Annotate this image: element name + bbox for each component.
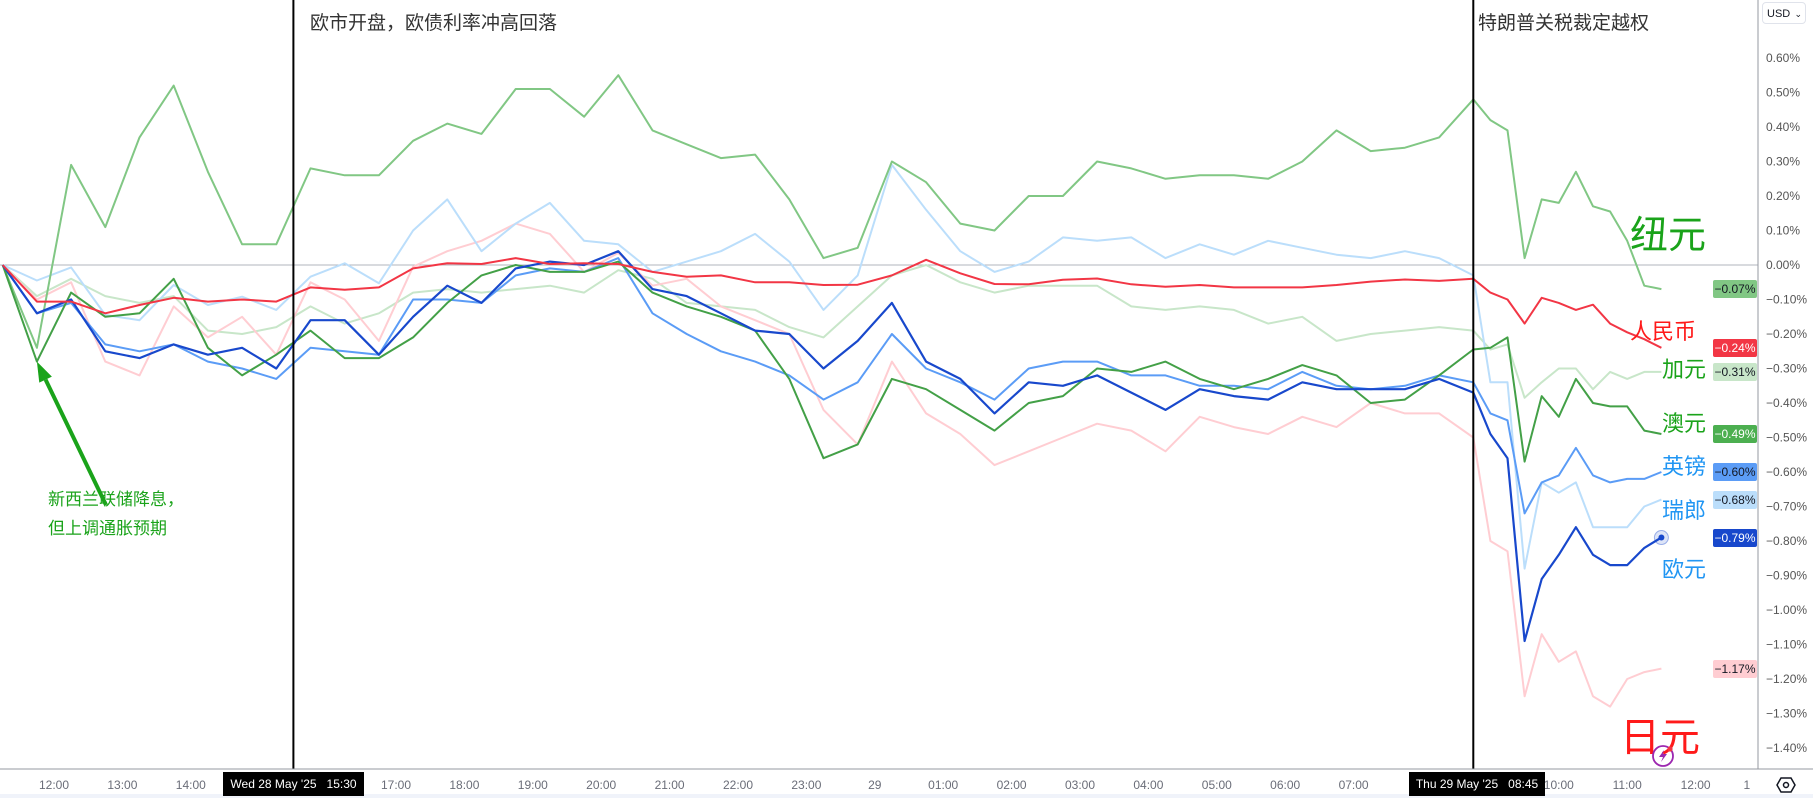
bottom-strip (0, 794, 1813, 798)
series-label-aud: 澳元 (1662, 412, 1707, 437)
y-tick-label: 0.20% (1766, 189, 1800, 203)
y-tick-label: −0.10% (1766, 293, 1807, 307)
last-value-badge-7: −1.17% (1713, 659, 1757, 678)
y-tick-label: −0.90% (1766, 569, 1807, 583)
y-tick-label: 0.10% (1766, 224, 1800, 238)
y-tick-label: −0.30% (1766, 362, 1807, 376)
series-label-cny: 人民币 (1630, 320, 1697, 345)
y-tick-label: −0.40% (1766, 396, 1807, 410)
y-tick-label: −1.10% (1766, 638, 1807, 652)
last-value-badge-1: −0.24% (1713, 338, 1757, 357)
x-tick-label: 04:00 (1133, 778, 1163, 792)
series-line-0 (1, 74, 1662, 349)
x-tick-label: 03:00 (1065, 778, 1095, 792)
event-title-eu-open: 欧市开盘，欧债利率冲高回落 (310, 12, 558, 34)
currency-selector[interactable]: USD ⌄ (1762, 2, 1806, 24)
y-tick-label: −0.20% (1766, 327, 1807, 341)
x-tick-label: 22:00 (723, 778, 753, 792)
x-tick-label: 12:00 (39, 778, 69, 792)
y-tick-label: 0.50% (1766, 86, 1800, 100)
x-tick-label: 11:00 (1613, 778, 1642, 792)
y-tick-label: −0.80% (1766, 534, 1807, 548)
series-label-chf: 瑞郎 (1662, 499, 1707, 524)
x-tick-label: 14:00 (176, 778, 206, 792)
series-label-nzd: 纽元 (1630, 213, 1707, 257)
y-tick-label: −0.70% (1766, 500, 1807, 514)
series-line-5 (2, 163, 1662, 570)
currency-selector-value: USD (1767, 8, 1791, 20)
annotation-arrow (43, 378, 108, 506)
series-label-cad: 加元 (1662, 358, 1707, 383)
y-tick-label: −1.00% (1766, 603, 1807, 617)
last-value-badge-4: −0.60% (1713, 463, 1757, 481)
x-tick-label: 29 (868, 778, 882, 792)
y-tick-label: −0.50% (1766, 431, 1807, 445)
last-value-badge-6: −0.79% (1713, 528, 1757, 547)
series-line-1 (1, 257, 1662, 349)
y-tick-label: −1.30% (1766, 707, 1807, 721)
x-tick-label: 21:00 (655, 778, 685, 792)
series-line-4 (1, 257, 1662, 515)
chevron-down-icon: ⌄ (1794, 9, 1802, 19)
annotation-line-1: 新西兰联储降息， (48, 490, 184, 510)
event-title-tariff-ruling: 特朗普关税裁定越权 (1478, 12, 1650, 34)
x-tick-label: 05:00 (1202, 778, 1232, 792)
last-value-badge-0: −0.07% (1713, 280, 1757, 299)
series-label-eur: 欧元 (1662, 558, 1707, 583)
x-tick-label: 07:00 (1339, 778, 1369, 792)
series-label-jpy: 日元 (1620, 715, 1700, 761)
y-tick-label: −0.60% (1766, 465, 1807, 479)
arrow-head-icon (36, 361, 52, 383)
x-tick-label: 20:00 (586, 778, 616, 792)
series-line-7 (1, 222, 1662, 708)
lightning-icon[interactable] (1651, 744, 1675, 768)
y-tick-label: 0.00% (1766, 258, 1800, 272)
y-tick-label: 0.60% (1766, 51, 1800, 65)
series-line-3 (1, 260, 1662, 463)
last-value-badge-3: −0.49% (1713, 425, 1757, 444)
annotation-line-2: 但上调通胀预期 (48, 519, 167, 539)
last-value-badge-2: −0.31% (1713, 362, 1757, 381)
crosshair-date-label-2: Thu 29 May '25 08:45 (1409, 772, 1545, 796)
x-tick-label: 12:00 (1681, 778, 1711, 792)
last-point-marker (1658, 534, 1665, 541)
x-tick-label: 17:00 (381, 778, 411, 792)
x-tick-label: 18:00 (449, 778, 479, 792)
y-tick-label: 0.30% (1766, 155, 1800, 169)
y-tick-label: −1.40% (1766, 741, 1807, 755)
rbnz-annotation: 新西兰联储降息， 但上调通胀预期 (48, 486, 184, 544)
crosshair-date-label-1: Wed 28 May '25 15:30 (223, 772, 364, 796)
series-label-gbp: 英镑 (1662, 455, 1707, 480)
x-tick-label: 01:00 (928, 778, 958, 792)
x-tick-label: 06:00 (1270, 778, 1300, 792)
x-tick-label: 13:00 (107, 778, 137, 792)
y-tick-label: 0.40% (1766, 120, 1800, 134)
x-tick-label: 02:00 (997, 778, 1027, 792)
x-tick-label: 1 (1744, 778, 1751, 792)
y-tick-label: −1.20% (1766, 672, 1807, 686)
settings-icon[interactable] (1775, 774, 1797, 796)
series-line-6 (1, 250, 1662, 643)
x-tick-label: 23:00 (791, 778, 821, 792)
x-tick-label: 19:00 (518, 778, 548, 792)
x-tick-label: 10:00 (1544, 778, 1574, 792)
last-value-badge-5: −0.68% (1713, 490, 1757, 509)
